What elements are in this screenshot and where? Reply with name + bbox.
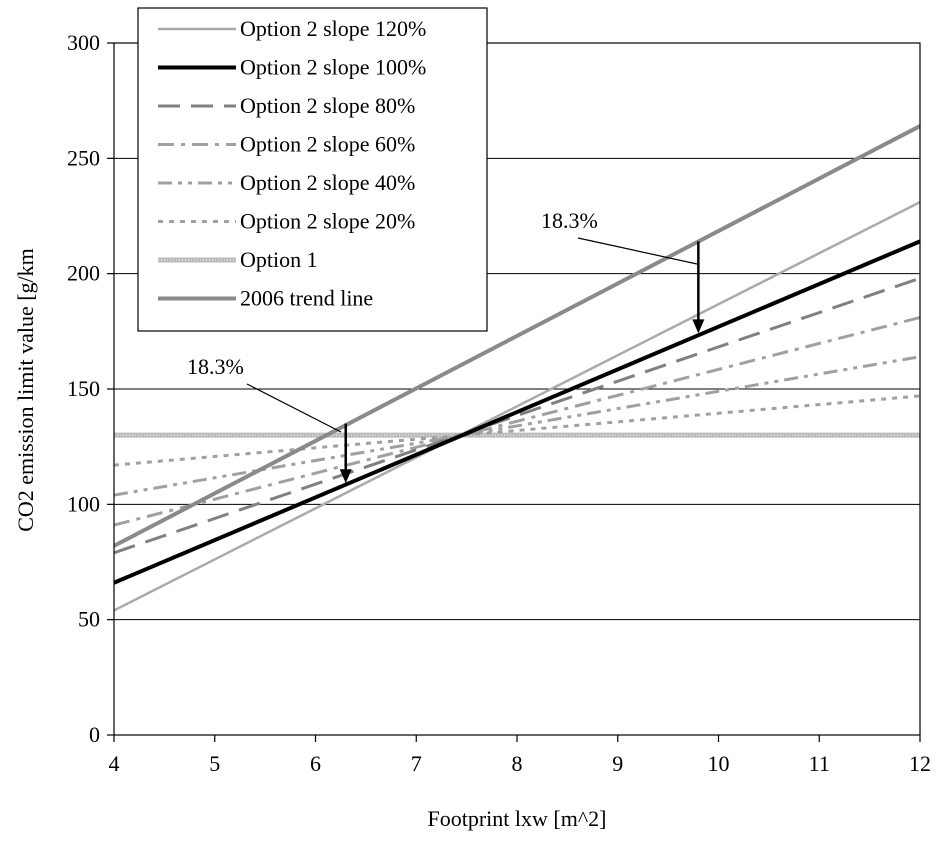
annotation-label: 18.3% xyxy=(541,208,598,233)
annotation-leader xyxy=(577,237,698,265)
y-tick-label: 150 xyxy=(67,376,100,401)
series-line xyxy=(113,316,921,527)
legend-label: Option 2 slope 60% xyxy=(240,132,415,157)
x-tick-label: 7 xyxy=(411,751,422,776)
x-tick-label: 9 xyxy=(612,751,623,776)
series-line xyxy=(113,124,921,548)
y-tick-label: 50 xyxy=(78,607,100,632)
x-tick-label: 11 xyxy=(809,751,830,776)
series-line xyxy=(113,239,921,585)
legend: Option 2 slope 120% Option 2 slope 100% Op… xyxy=(137,7,488,332)
y-tick-label: 200 xyxy=(67,261,100,286)
legend-label: 2006 trend line xyxy=(240,286,373,311)
legend-box xyxy=(137,7,488,332)
y-tick-label: 300 xyxy=(67,30,100,55)
annotation-arrowhead xyxy=(692,319,705,334)
legend-label: Option 2 slope 120% xyxy=(240,16,426,41)
y-tick-label: 250 xyxy=(67,145,100,170)
x-tick-label: 6 xyxy=(310,751,321,776)
y-tick-label: 0 xyxy=(89,722,100,747)
y-tick-label: 100 xyxy=(67,491,100,516)
x-tick-label: 4 xyxy=(109,751,120,776)
series-line xyxy=(113,394,921,467)
x-tick-label: 10 xyxy=(708,751,730,776)
y-axis-label: CO2 emission limit value [g/km xyxy=(13,248,38,532)
x-tick-label: 8 xyxy=(512,751,523,776)
x-tick-label: 5 xyxy=(209,751,220,776)
legend-label: Option 2 slope 20% xyxy=(240,209,415,234)
annotation-label: 18.3% xyxy=(187,354,244,379)
series-lines xyxy=(113,124,921,612)
x-axis-label: Footprint lxw [m^2] xyxy=(428,806,607,831)
series-line xyxy=(113,276,921,555)
axes xyxy=(107,42,921,742)
annotation-arrowhead xyxy=(339,469,352,484)
x-tick-label: 12 xyxy=(909,751,931,776)
tick-labels: 0 50 100 150 200 250 300 4 5 6 7 8 9 10 11 12 xyxy=(67,30,931,776)
legend-label: Option 2 slope 100% xyxy=(240,55,426,80)
legend-label: Option 1 xyxy=(240,247,318,272)
series-line xyxy=(113,201,921,612)
annotation-leader xyxy=(246,383,342,433)
legend-label: Option 2 slope 40% xyxy=(240,170,415,195)
series-line xyxy=(113,355,921,497)
annotations: 18.3% 18.3% xyxy=(187,208,705,484)
legend-label: Option 2 slope 80% xyxy=(240,93,415,118)
